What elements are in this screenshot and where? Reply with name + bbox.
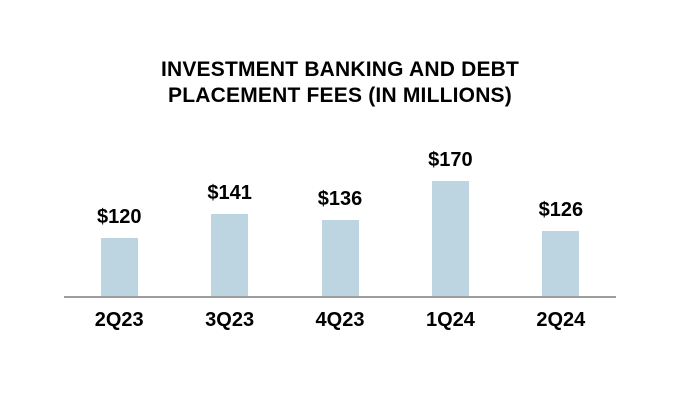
bar [100, 238, 138, 296]
bar [321, 220, 359, 296]
bar-value-label: $120 [96, 206, 142, 228]
x-axis-line [64, 296, 616, 298]
x-tick-label: 2Q23 [94, 309, 144, 331]
x-axis-tick-labels: 2Q23 3Q23 4Q23 1Q24 2Q24 [64, 308, 616, 333]
bar-column: $170 [395, 140, 505, 296]
bar-column: $141 [174, 140, 284, 296]
x-tick-label: 4Q23 [315, 309, 365, 331]
bar-value-label: $141 [207, 182, 252, 204]
bar-columns: $120 $141 $136 $170 $126 [64, 140, 616, 296]
bar-column: $120 [64, 140, 174, 296]
bar [431, 181, 469, 296]
bar-value-label: $136 [317, 188, 363, 210]
x-tick-label: 2Q24 [536, 309, 586, 331]
bar [211, 214, 249, 296]
chart-title-text: INVESTMENT BANKING AND DEBT PLACEMENT FE… [160, 58, 520, 107]
bar-value-label: $126 [538, 199, 584, 221]
bar-column: $136 [285, 140, 395, 296]
bar-column: $126 [506, 140, 616, 296]
x-tick-label: 1Q24 [425, 309, 475, 331]
chart-title: INVESTMENT BANKING AND DEBT PLACEMENT FE… [0, 57, 680, 109]
plot-area: $120 $141 $136 $170 $126 [64, 140, 616, 296]
bar [542, 231, 580, 296]
bar-value-label: $170 [428, 149, 473, 171]
x-tick-label: 3Q23 [205, 309, 255, 331]
